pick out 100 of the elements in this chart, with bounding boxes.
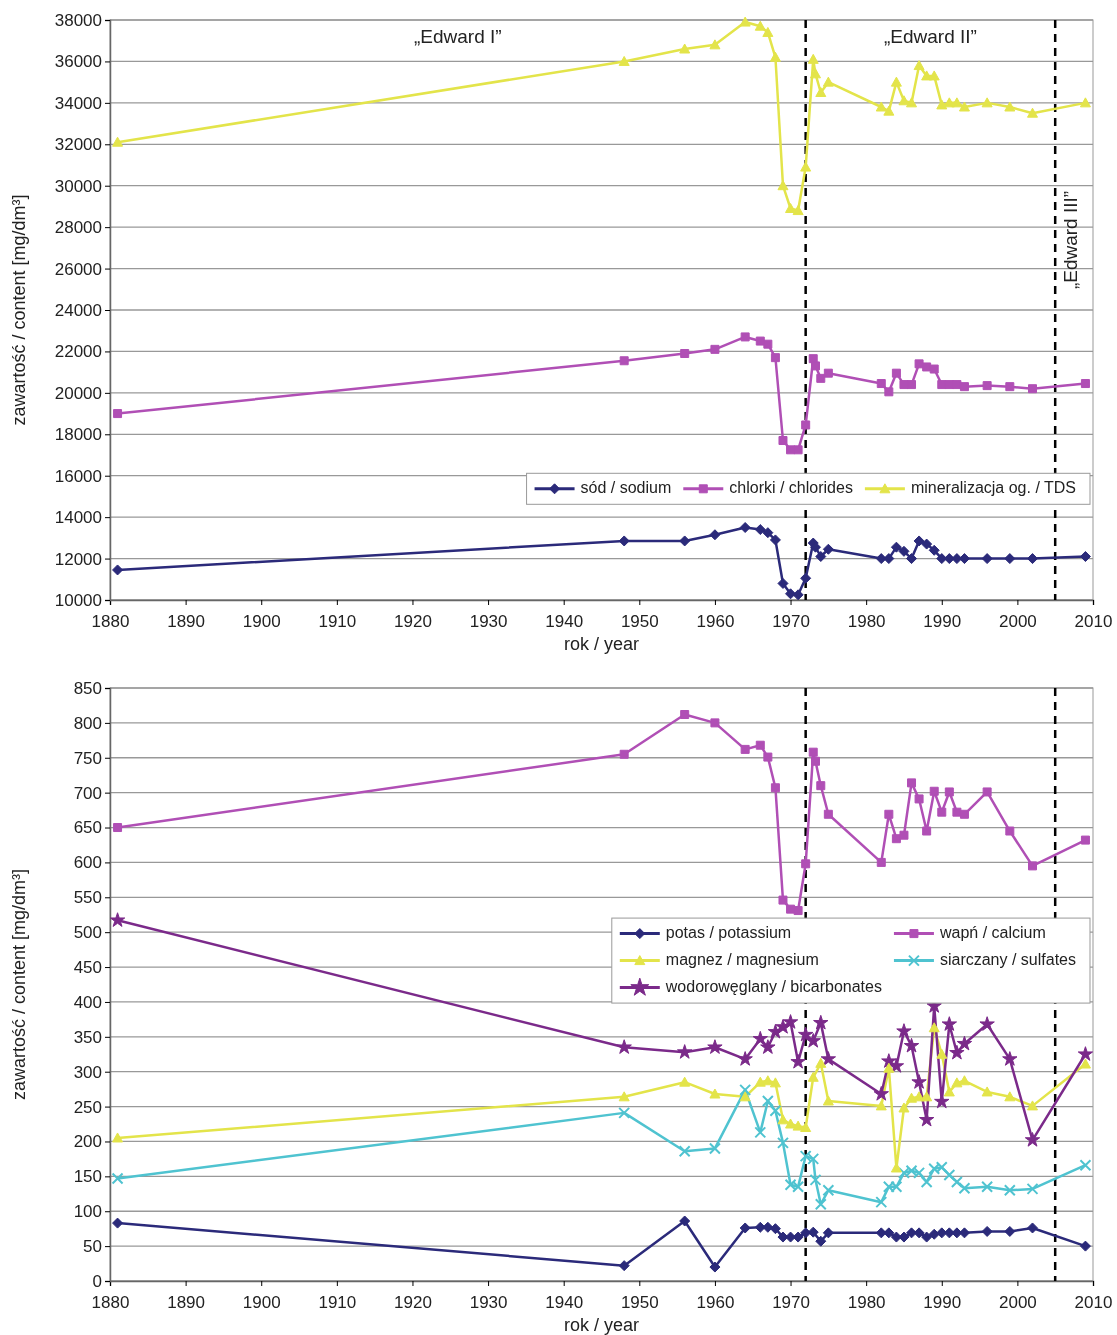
point bbox=[707, 1039, 723, 1054]
point bbox=[929, 364, 939, 374]
y-tick-label: 10000 bbox=[54, 590, 102, 610]
y-tick-label: 100 bbox=[73, 1202, 102, 1222]
point bbox=[770, 353, 780, 363]
point bbox=[709, 1261, 721, 1273]
point bbox=[873, 1085, 889, 1101]
point bbox=[814, 1198, 827, 1211]
point bbox=[112, 136, 124, 147]
y-tick-label: 32000 bbox=[54, 135, 102, 155]
x-tick-label: 1880 bbox=[91, 1292, 130, 1312]
point bbox=[808, 747, 818, 757]
point bbox=[913, 60, 925, 71]
point bbox=[754, 524, 766, 536]
point bbox=[956, 1035, 973, 1051]
point bbox=[763, 339, 773, 349]
point bbox=[618, 1091, 630, 1102]
point bbox=[1002, 1051, 1018, 1066]
y-tick-label: 700 bbox=[73, 783, 102, 803]
y-tick-label: 400 bbox=[73, 992, 102, 1012]
point bbox=[1004, 1225, 1016, 1237]
point bbox=[619, 749, 629, 759]
point bbox=[752, 1030, 768, 1046]
y-tick-label: 650 bbox=[73, 818, 102, 838]
point bbox=[958, 101, 970, 112]
point bbox=[678, 1145, 691, 1158]
point bbox=[906, 97, 918, 108]
point bbox=[907, 380, 917, 390]
point bbox=[790, 1053, 806, 1069]
x-tick-label: 1940 bbox=[545, 611, 584, 631]
x-tick-label: 1890 bbox=[167, 611, 206, 631]
point bbox=[1079, 1159, 1092, 1172]
point bbox=[822, 76, 834, 87]
point bbox=[770, 783, 780, 793]
x-tick-label: 1930 bbox=[469, 1292, 508, 1312]
x-tick-label: 1920 bbox=[394, 1292, 432, 1312]
point bbox=[709, 39, 721, 50]
point bbox=[875, 1196, 888, 1209]
point bbox=[913, 535, 925, 547]
point bbox=[111, 1172, 124, 1185]
point bbox=[113, 409, 123, 419]
x-tick-label: 1910 bbox=[318, 1292, 357, 1312]
point bbox=[943, 1086, 955, 1097]
point bbox=[762, 527, 774, 539]
y-tick-label: 50 bbox=[83, 1237, 102, 1257]
y-tick-label: 36000 bbox=[54, 52, 102, 72]
point bbox=[679, 1215, 691, 1227]
point bbox=[981, 1180, 994, 1193]
point bbox=[1079, 551, 1091, 562]
x-tick-label: 1980 bbox=[847, 1292, 886, 1312]
x-tick-label: 2010 bbox=[1074, 1292, 1113, 1312]
point bbox=[903, 1037, 920, 1053]
point bbox=[1005, 826, 1015, 836]
point bbox=[949, 1044, 965, 1060]
annotation: „Edward II” bbox=[883, 26, 977, 48]
point bbox=[813, 1014, 829, 1030]
point bbox=[890, 76, 902, 87]
x-tick-label: 1940 bbox=[545, 1292, 584, 1312]
x-tick-label: 1950 bbox=[620, 611, 659, 631]
point bbox=[982, 787, 992, 797]
ref-line-label: „Edward III” bbox=[1060, 190, 1082, 290]
point bbox=[1024, 1132, 1041, 1147]
x-tick-label: 1900 bbox=[242, 1292, 281, 1312]
legend-label: wodorowęglany / bicarbonates bbox=[664, 977, 882, 995]
point bbox=[816, 781, 826, 791]
legend-label: wapń / calcium bbox=[938, 923, 1046, 941]
point bbox=[875, 101, 887, 112]
point bbox=[739, 1083, 752, 1096]
point bbox=[981, 1086, 993, 1097]
point bbox=[793, 445, 803, 455]
point bbox=[822, 1184, 835, 1197]
point bbox=[679, 1076, 691, 1087]
point bbox=[807, 1071, 819, 1082]
x-tick-label: 1990 bbox=[923, 1292, 962, 1312]
point bbox=[618, 1106, 631, 1119]
point bbox=[792, 589, 804, 601]
point bbox=[777, 180, 789, 191]
point bbox=[754, 1126, 767, 1139]
point bbox=[739, 16, 751, 27]
y-tick-label: 34000 bbox=[54, 93, 102, 113]
point bbox=[754, 1221, 766, 1233]
y-tick-label: 18000 bbox=[54, 425, 102, 445]
point bbox=[899, 380, 909, 390]
point bbox=[777, 1114, 789, 1125]
x-tick-label: 1890 bbox=[167, 1292, 206, 1312]
point bbox=[982, 381, 992, 391]
point bbox=[709, 1088, 721, 1099]
y-tick-label: 24000 bbox=[54, 300, 102, 320]
legend-label: sód / sodium bbox=[580, 479, 672, 497]
x-tick-label: 1910 bbox=[318, 611, 357, 631]
point bbox=[937, 807, 947, 817]
point bbox=[618, 55, 630, 66]
point bbox=[1079, 1240, 1091, 1252]
point bbox=[1028, 384, 1038, 394]
x-tick-label: 1920 bbox=[394, 611, 432, 631]
point bbox=[801, 859, 811, 869]
y-axis-title: zawartość / content [mg/dm³] bbox=[9, 868, 29, 1101]
point bbox=[777, 577, 789, 589]
point bbox=[981, 97, 993, 108]
x-tick-label: 1980 bbox=[847, 611, 886, 631]
